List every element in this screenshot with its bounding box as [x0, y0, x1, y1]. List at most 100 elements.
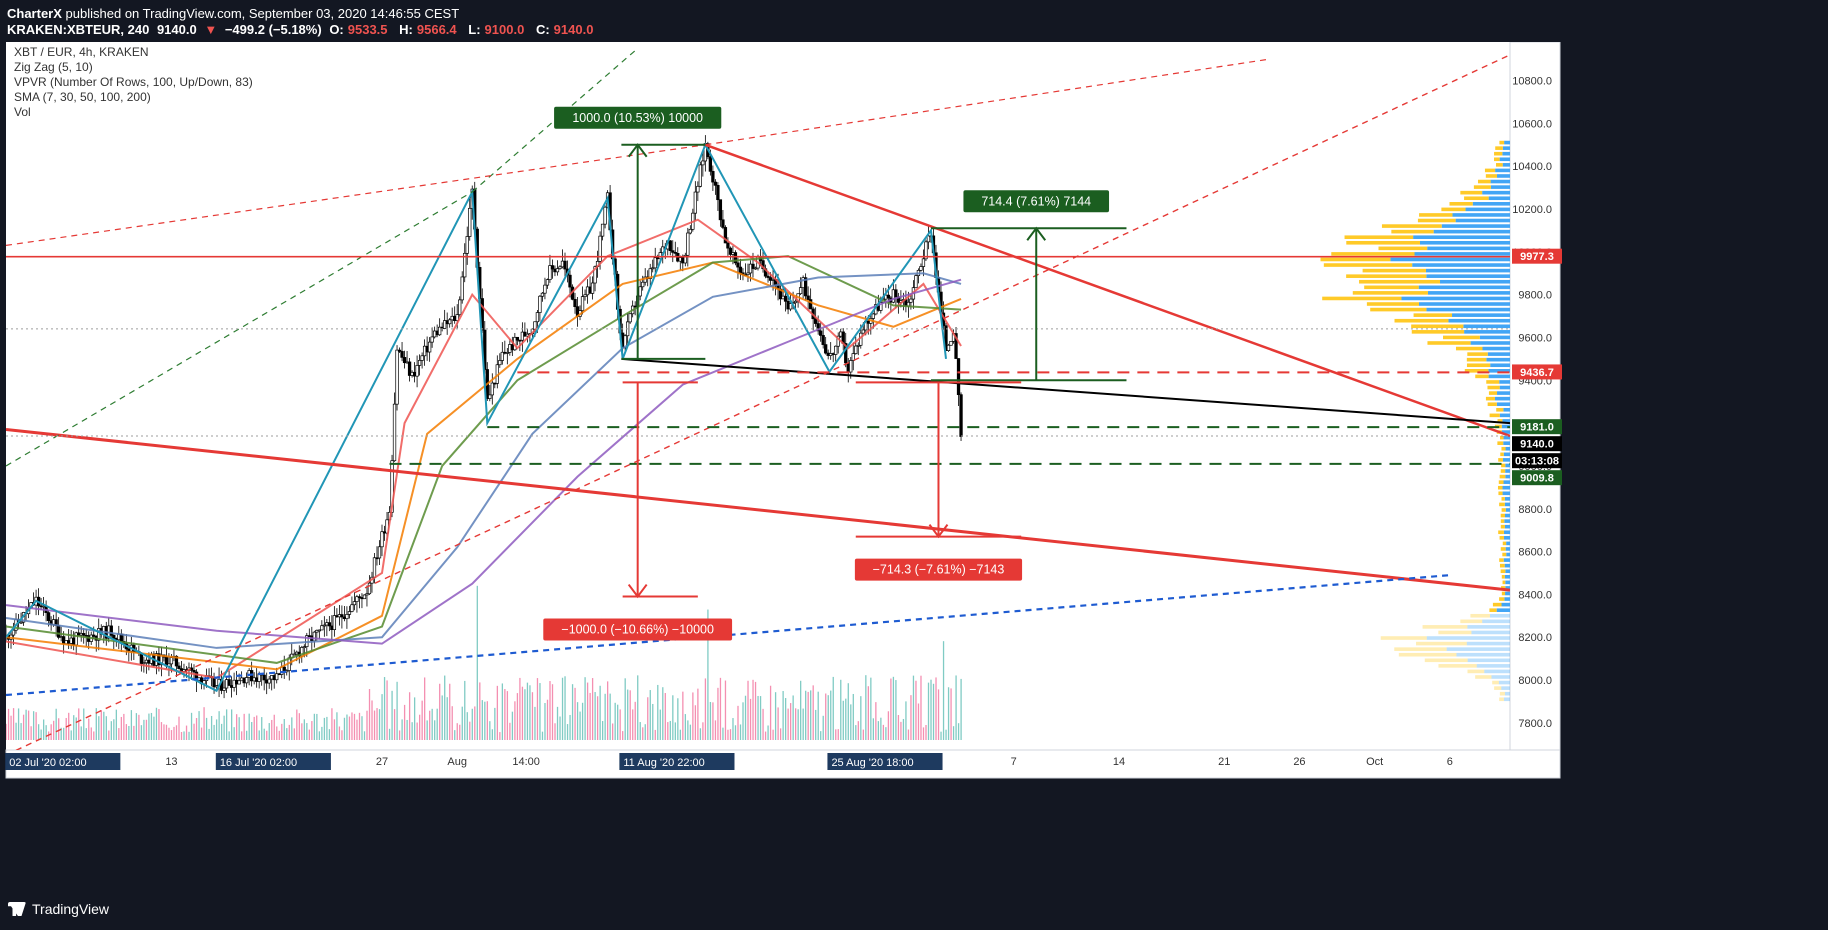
publish-line: CharterX published on TradingView.com, S… [7, 6, 459, 21]
symbol-name[interactable]: KRAKEN:XBTEUR, 240 [7, 22, 150, 37]
volume-bar [694, 705, 697, 740]
candle-down [713, 181, 718, 186]
price-tick-label: 8800.0 [1518, 504, 1552, 516]
volume-bar [358, 712, 361, 740]
author-name[interactable]: CharterX [7, 6, 62, 21]
candle-up [540, 292, 545, 297]
volume-bar [50, 724, 52, 740]
vpvr-bar-up [1472, 202, 1510, 206]
volume-bar [692, 692, 694, 740]
vpvr-bar-down [1485, 396, 1495, 401]
candle-up [914, 275, 918, 289]
vpvr-bar-down [1381, 224, 1442, 228]
volume-bar [243, 713, 245, 740]
price-axis[interactable] [1509, 41, 1561, 751]
volume-bar [338, 726, 341, 740]
candle-up [628, 313, 632, 323]
vpvr-bar-up [1501, 430, 1510, 434]
candle-down [327, 622, 332, 627]
volume-bar [687, 720, 689, 740]
candle-down [573, 298, 577, 308]
tradingview-logo[interactable]: TradingView [8, 901, 109, 917]
close-value: 9140.0 [553, 22, 594, 37]
candle-down [738, 266, 743, 274]
measure-label-box [963, 190, 1110, 213]
volume-bar [639, 722, 641, 740]
vpvr-bar-up [1401, 296, 1510, 301]
vpvr-bar-up [1504, 524, 1510, 529]
time-highlight-label: 16 Jul '20 02:00 [220, 757, 297, 769]
vpvr-bar-up [1446, 647, 1510, 651]
vpvr-bar-down [1470, 613, 1490, 618]
volume-bar [281, 723, 283, 740]
trendline[interactable] [471, 47, 639, 193]
candle-up [312, 631, 316, 642]
volume-bar [536, 678, 539, 740]
volume-bar [178, 716, 180, 740]
vpvr-bar-up [1504, 513, 1510, 518]
trendline[interactable] [6, 191, 473, 467]
plot-area[interactable] [6, 42, 1510, 750]
trendline[interactable] [6, 54, 1510, 755]
candle-down [761, 260, 765, 270]
volume-bar [391, 690, 393, 740]
volume-bar [677, 698, 679, 740]
volume-bar [749, 698, 752, 740]
vpvr-bar-up [1505, 508, 1510, 512]
vpvr-bar-down [1477, 179, 1491, 184]
price-change: −499.2 (−5.18%) [224, 22, 322, 37]
vpvr-bar-down [1460, 190, 1483, 195]
volume-bar [800, 680, 802, 740]
volume-bar [596, 696, 599, 740]
volume-bar [12, 708, 15, 740]
volume-bar [862, 729, 864, 740]
trendline[interactable] [705, 58, 1270, 146]
volume-bar [35, 712, 37, 740]
vpvr-bar-down [1391, 229, 1434, 234]
open-label: O: [329, 22, 344, 37]
candle-up [698, 164, 702, 187]
volume-bar [649, 690, 651, 740]
price-tag [1512, 436, 1562, 452]
trendline[interactable] [6, 428, 1510, 592]
candle-down [728, 247, 733, 255]
trendline[interactable] [6, 144, 706, 246]
vpvr-bar-down [1487, 385, 1500, 390]
header-bar: CharterX published on TradingView.com, S… [0, 0, 1828, 42]
volume-bar [383, 677, 386, 740]
candle-down [814, 318, 818, 324]
measurement[interactable]: 1000.0 (10.53%) 10000 [554, 106, 722, 360]
volume-bar [103, 711, 105, 740]
volume-bar [336, 712, 338, 740]
trendline[interactable] [621, 357, 1510, 425]
measurement[interactable]: −714.3 (−7.61%) −7143 [854, 381, 1023, 581]
volume-bar [75, 717, 77, 740]
volume-bar [657, 684, 659, 740]
volume-bar [531, 692, 534, 740]
volume-bar [850, 704, 852, 740]
volume-bar [807, 691, 809, 740]
vpvr-bar-up [1426, 274, 1510, 278]
volume-bar [110, 721, 112, 740]
volume-bar [494, 707, 496, 740]
vpvr-bar-down [1323, 263, 1413, 267]
volume-bar [461, 706, 463, 740]
volume-bar [722, 727, 724, 740]
trendline[interactable] [704, 143, 1510, 438]
volume-bar [561, 677, 564, 740]
volume-bar [6, 723, 7, 740]
volume-bar [767, 725, 769, 740]
measurement[interactable]: 714.4 (7.61%) 7144 [930, 190, 1127, 382]
vpvr-bar-up [1452, 313, 1510, 317]
price-tag [1512, 470, 1562, 486]
vpvr-bar-down [1320, 257, 1391, 262]
volume-bar [534, 706, 536, 740]
volume-bar [704, 678, 707, 740]
measurement[interactable]: −1000.0 (−10.66%) −10000 [543, 381, 733, 641]
time-highlight-label: 25 Aug '20 18:00 [831, 757, 913, 769]
candle-up [488, 394, 492, 399]
vpvr-bar-down [1499, 474, 1506, 479]
volume-bar [20, 723, 22, 740]
measure-label-box [854, 558, 1023, 581]
